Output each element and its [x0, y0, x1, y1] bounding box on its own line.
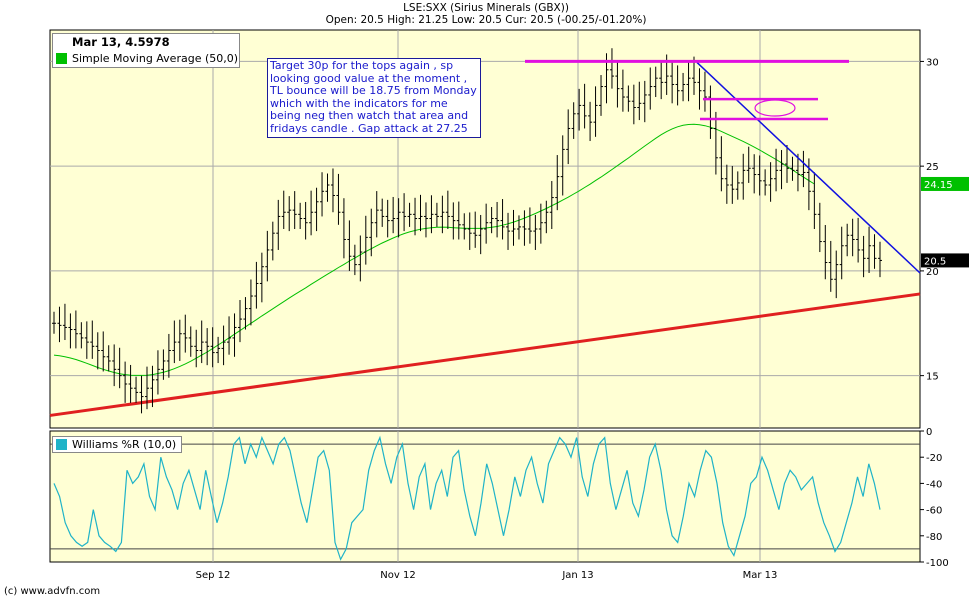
price-badge	[921, 253, 969, 268]
williams-line	[53, 435, 881, 561]
chart-title: LSE:SXX (Sirius Minerals (GBX))	[403, 2, 569, 14]
williams-tick-label: -20	[926, 453, 942, 464]
x-tick-label: Sep 12	[196, 570, 231, 581]
price-legend: Mar 13, 4.5978 Simple Moving Average (50…	[52, 33, 240, 68]
resistance-trendline	[696, 61, 921, 274]
y-tick-label: 25	[926, 162, 939, 173]
price-badge-text: 20.5	[924, 256, 946, 267]
chart-header: LSE:SXX (Sirius Minerals (GBX)) Open: 20…	[0, 2, 972, 26]
copyright-footer: (c) www.advfn.com	[4, 586, 101, 597]
x-tick-label: Mar 13	[743, 570, 778, 581]
y-tick-label: 15	[926, 372, 939, 383]
sma-line	[53, 123, 815, 376]
legend-sma-label: Simple Moving Average (50,0)	[72, 52, 239, 65]
williams-swatch	[56, 439, 67, 450]
williams-tick-label: 0	[926, 427, 932, 438]
williams-legend: Williams %R (10,0)	[52, 436, 182, 453]
sma-badge-text: 24.15	[924, 180, 953, 191]
annotation-box: Target 30p for the tops again , sp looki…	[267, 58, 481, 138]
support-trendline	[49, 292, 921, 417]
sma-badge	[921, 176, 969, 191]
williams-tick-label: -40	[926, 479, 942, 490]
gap-ellipse	[754, 99, 796, 117]
x-tick-label: Jan 13	[561, 570, 593, 581]
williams-tick-label: -100	[926, 558, 949, 569]
x-tick-label: Nov 12	[380, 570, 415, 581]
sma-swatch	[56, 53, 67, 64]
williams-tick-label: -80	[926, 532, 942, 543]
williams-tick-label: -60	[926, 506, 942, 517]
legend-date: Mar 13, 4.5978	[72, 35, 170, 49]
y-tick-label: 20	[926, 267, 939, 278]
ohlc-readout: Open: 20.5 High: 21.25 Low: 20.5 Cur: 20…	[325, 14, 647, 26]
legend-williams-label: Williams %R (10,0)	[72, 438, 177, 451]
y-tick-label: 30	[926, 57, 939, 68]
